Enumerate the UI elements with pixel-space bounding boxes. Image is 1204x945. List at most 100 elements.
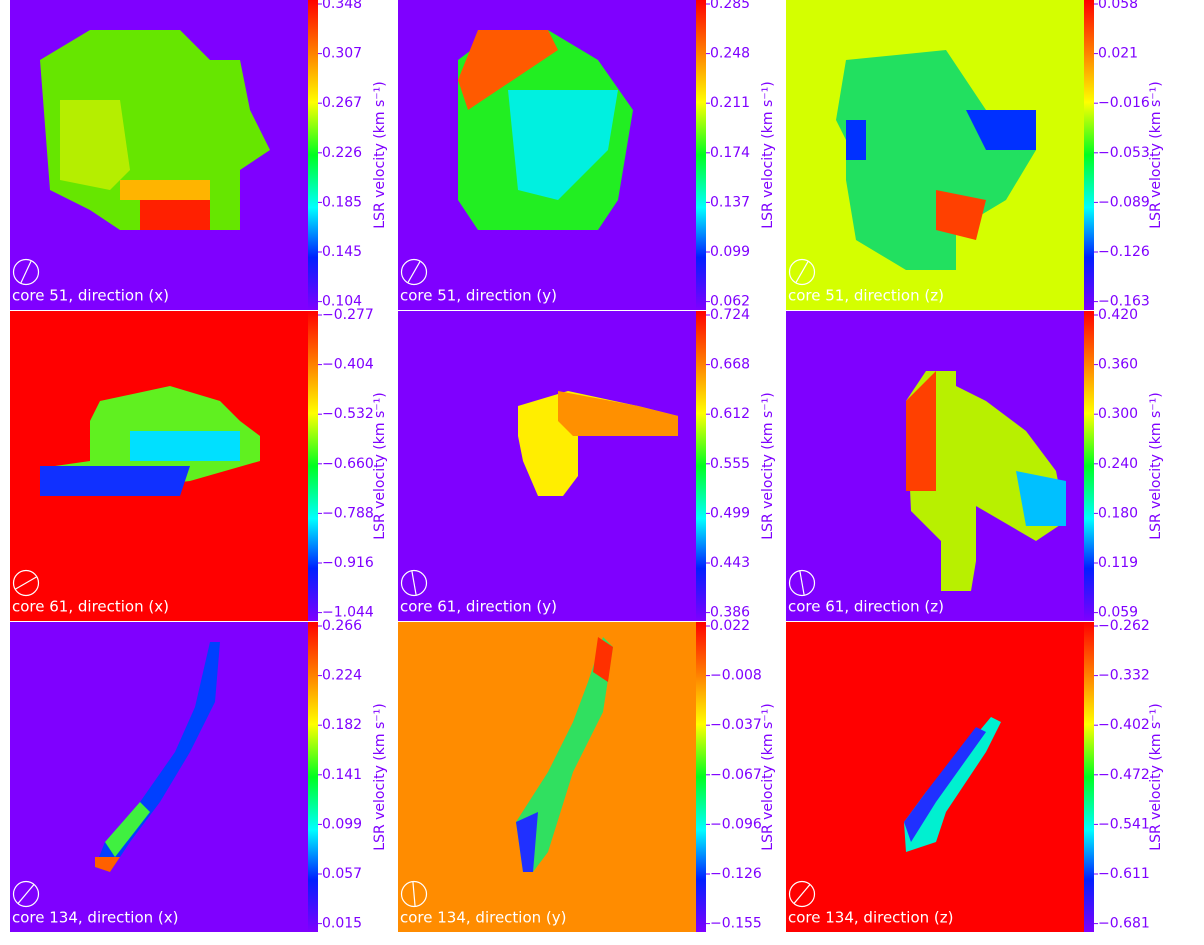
map-blob (40, 466, 190, 496)
colorbar-tick-label: −0.332 (1098, 668, 1150, 684)
colorbar-title: LSR velocity (km s⁻¹) (1148, 81, 1164, 228)
colorbar-tick-label: 0.307 (322, 46, 362, 62)
colorbar-tick-label: 0.099 (322, 816, 362, 832)
colorbar-tick-label: −0.660 (322, 456, 374, 472)
map-blob (516, 812, 538, 872)
map-blob (516, 637, 613, 872)
colorbar-title: LSR velocity (km s⁻¹) (372, 392, 388, 539)
panel-label: core 61, direction (x) (12, 598, 169, 616)
colorbar-title: LSR velocity (km s⁻¹) (760, 703, 776, 850)
beam-axis (17, 884, 35, 904)
beam-axis (15, 576, 37, 590)
beam (12, 880, 40, 908)
colorbar (1084, 311, 1094, 621)
panel: core 61, direction (y) 0.724 0.668 0.612 0.5… (398, 307, 776, 621)
colorbar-tick-label: 0.180 (1098, 505, 1138, 521)
colorbar-tick-label: 0.015 (322, 916, 362, 932)
map-blob (95, 857, 120, 872)
colorbar-tick-label: −0.096 (710, 816, 762, 832)
map-blob (508, 90, 618, 200)
panel-label: core 134, direction (y) (400, 909, 567, 927)
colorbar-tick-label: −0.472 (1098, 767, 1150, 783)
colorbar-tick-label: 0.104 (322, 294, 362, 310)
colorbar-title: LSR velocity (km s⁻¹) (760, 392, 776, 539)
colorbar-tick-label: 0.141 (322, 767, 362, 783)
colorbar-tick-label: 0.119 (1098, 555, 1138, 571)
map-blob (593, 637, 613, 682)
colorbar-tick-label: 0.499 (710, 505, 750, 521)
panel: core 134, direction (x) 0.266 0.224 0.182 0.… (10, 618, 388, 932)
colorbar-title: LSR velocity (km s⁻¹) (372, 81, 388, 228)
colorbar-title: LSR velocity (km s⁻¹) (1148, 703, 1164, 850)
colorbar-tick-label: 0.360 (1098, 357, 1138, 373)
colorbar-tick-label: 0.443 (710, 555, 750, 571)
map-blob (846, 120, 866, 160)
panel: core 134, direction (y) 0.022 −0.008 −0.037… (398, 618, 776, 932)
colorbar-tick-label: 0.058 (1098, 0, 1138, 12)
map-blob (1016, 471, 1066, 526)
colorbar-tick-label: 0.185 (322, 194, 362, 210)
panel: core 51, direction (x) 0.348 0.307 0.267 0.2… (10, 0, 388, 310)
colorbar-tick-label: 0.057 (322, 866, 362, 882)
colorbar-tick-label: −0.916 (322, 555, 374, 571)
colorbar-tick-label: 0.022 (710, 618, 750, 634)
map-blob (458, 30, 558, 110)
colorbar-tick-label: −1.044 (322, 605, 374, 621)
map-blob (120, 180, 210, 200)
map-blob (558, 391, 678, 436)
panel: core 61, direction (x) −0.277 −0.404 −0.532… (10, 307, 388, 621)
colorbar-tick-label: −0.404 (322, 357, 374, 373)
colorbar (1084, 0, 1094, 310)
panel-label: core 134, direction (x) (12, 909, 179, 927)
colorbar-tick-label: 0.668 (710, 357, 750, 373)
colorbar-tick-label: 0.240 (1098, 456, 1138, 472)
beam-axis (793, 884, 811, 904)
beam-axis (20, 260, 32, 284)
beam-axis (795, 261, 809, 283)
beam-axis (799, 571, 805, 595)
map-blob (140, 200, 210, 230)
colorbar-tick-label: 0.285 (710, 0, 750, 12)
map-blob (936, 190, 986, 240)
colorbar (696, 0, 706, 310)
colorbar-tick-label: −0.163 (1098, 294, 1150, 310)
beam (12, 569, 40, 597)
colorbar-tick-label: −0.155 (710, 916, 762, 932)
beam-axis (407, 261, 421, 283)
beam (12, 258, 40, 286)
beam (400, 258, 428, 286)
map-blob (836, 50, 1036, 270)
beam (400, 880, 428, 908)
colorbar-tick-label: 0.420 (1098, 307, 1138, 323)
colorbar-tick-label: 0.211 (710, 95, 750, 111)
colorbar-tick-label: 0.224 (322, 668, 362, 684)
colorbar-tick-label: −0.611 (1098, 866, 1150, 882)
map-blob (105, 802, 150, 857)
panel-label: core 134, direction (z) (788, 909, 954, 927)
beam (788, 258, 816, 286)
colorbar-tick-label: 0.062 (710, 294, 750, 310)
colorbar-tick-label: −0.788 (322, 505, 374, 521)
colorbar-tick-label: −0.681 (1098, 916, 1150, 932)
panel-label: core 61, direction (y) (400, 598, 557, 616)
colorbar-tick-label: −0.277 (322, 307, 374, 323)
colorbar-tick-label: −0.089 (1098, 194, 1150, 210)
colorbar-tick-label: 0.300 (1098, 406, 1138, 422)
colorbar-tick-label: −0.402 (1098, 717, 1150, 733)
beam-axis (412, 881, 416, 907)
beam-axis (411, 571, 417, 595)
colorbar-tick-label: 0.174 (710, 145, 750, 161)
beam (400, 569, 428, 597)
colorbar-tick-label: 0.099 (710, 244, 750, 260)
colorbar-tick-label: −0.126 (710, 866, 762, 882)
panel-label: core 61, direction (z) (788, 598, 944, 616)
colorbar-tick-label: −0.067 (710, 767, 762, 783)
colorbar-tick-label: −0.016 (1098, 95, 1150, 111)
map-blob (60, 100, 130, 190)
colorbar (696, 311, 706, 621)
colorbar (1084, 622, 1094, 932)
map-background (786, 622, 1084, 932)
map-blob (906, 371, 936, 491)
colorbar (308, 622, 318, 932)
